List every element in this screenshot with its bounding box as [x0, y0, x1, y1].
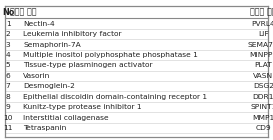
Text: 9: 9 [6, 104, 11, 110]
Text: Kunitz-type protease inhibitor 1: Kunitz-type protease inhibitor 1 [23, 104, 142, 110]
Text: DSG2: DSG2 [253, 83, 273, 89]
Text: 단백질 이름: 단백질 이름 [10, 8, 37, 17]
Text: 8: 8 [6, 94, 11, 100]
Text: 유전자 이름: 유전자 이름 [250, 8, 273, 17]
Text: 2: 2 [6, 31, 11, 37]
Text: SPINT1: SPINT1 [250, 104, 273, 110]
Text: 11: 11 [4, 125, 13, 131]
Text: 6: 6 [6, 73, 11, 79]
Text: 10: 10 [4, 115, 13, 121]
Text: Semaphorin-7A: Semaphorin-7A [23, 42, 81, 48]
Text: MINPP1: MINPP1 [249, 52, 273, 58]
Text: CD9: CD9 [256, 125, 271, 131]
Text: LIF: LIF [258, 31, 269, 37]
Text: MMP1: MMP1 [252, 115, 273, 121]
Text: Nectin-4: Nectin-4 [23, 21, 55, 27]
Text: Tetraspanin: Tetraspanin [23, 125, 67, 131]
Text: SEMA7A: SEMA7A [248, 42, 273, 48]
Text: PVRL4: PVRL4 [252, 21, 273, 27]
Text: Multiple inositol polyphosphate phosphatase 1: Multiple inositol polyphosphate phosphat… [23, 52, 198, 58]
Text: 5: 5 [6, 62, 10, 68]
Text: 4: 4 [6, 52, 10, 58]
Text: 1: 1 [6, 21, 11, 27]
Text: DDR1: DDR1 [253, 94, 273, 100]
Text: Leukemia inhibitory factor: Leukemia inhibitory factor [23, 31, 122, 37]
Text: VASN: VASN [253, 73, 273, 79]
Text: Vasorin: Vasorin [23, 73, 51, 79]
Text: Tissue-type plasminogen activator: Tissue-type plasminogen activator [23, 62, 153, 68]
Text: Interstitial collagenase: Interstitial collagenase [23, 115, 109, 121]
Text: PLAT: PLAT [254, 62, 272, 68]
Text: Epithelial discoidin domain-containing receptor 1: Epithelial discoidin domain-containing r… [23, 94, 207, 100]
Text: No: No [2, 8, 14, 17]
Text: Desmoglein-2: Desmoglein-2 [23, 83, 75, 89]
Text: 3: 3 [6, 42, 10, 48]
Text: 7: 7 [6, 83, 11, 89]
